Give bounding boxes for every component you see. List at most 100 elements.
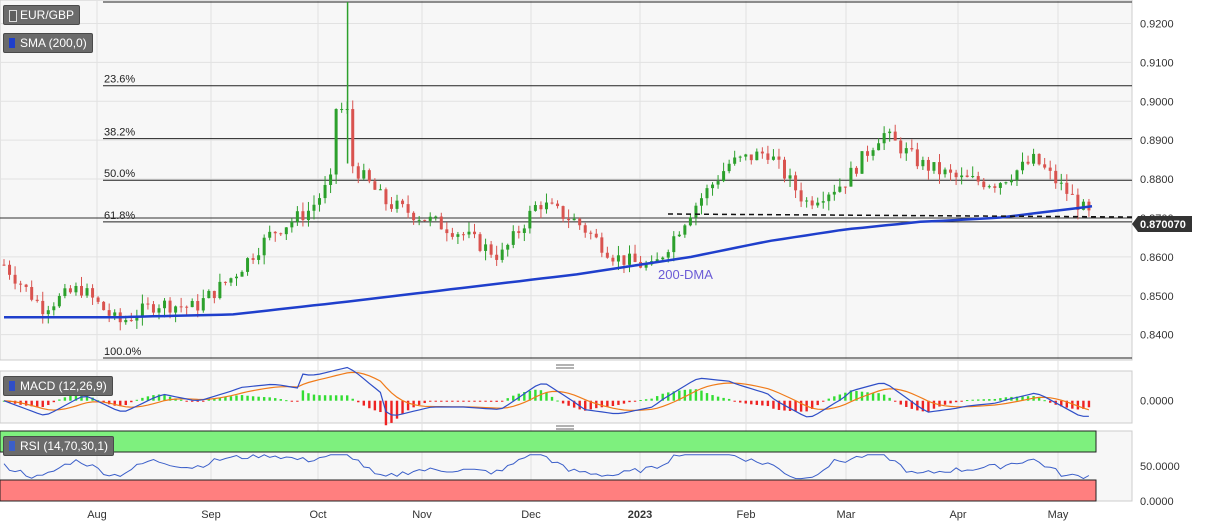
rsi-label[interactable]: RSI (14,70,30,1): [3, 436, 115, 456]
candle-body: [423, 219, 427, 221]
candle-body: [866, 151, 870, 156]
macd-histogram-bar: [456, 400, 460, 402]
macd-histogram-bar: [694, 389, 698, 401]
macd-histogram-bar: [85, 394, 89, 401]
candle-body: [760, 151, 764, 154]
macd-histogram-bar: [960, 400, 963, 402]
candle-body: [74, 285, 78, 293]
macd-histogram-bar: [971, 399, 974, 401]
macd-histogram-bar: [207, 399, 211, 401]
candle-body: [1032, 153, 1036, 164]
candle-body: [417, 219, 421, 221]
candle-body: [926, 159, 930, 171]
candle-body: [550, 202, 554, 204]
candle-body: [672, 236, 676, 253]
candle-body: [1009, 180, 1013, 183]
macd-histogram-bar: [905, 400, 908, 407]
macd-histogram-bar: [240, 395, 244, 401]
sma-200-line: [4, 205, 1093, 319]
candle-body: [163, 300, 167, 309]
macd-histogram-bar: [744, 400, 747, 404]
candle-body: [157, 308, 161, 313]
macd-histogram-bar: [766, 400, 770, 407]
candle-body: [821, 201, 825, 203]
panel-resize-handle[interactable]: [556, 425, 574, 430]
candle-body: [998, 183, 1002, 188]
candle-body: [882, 133, 886, 144]
sma-label[interactable]: SMA (200,0): [3, 33, 93, 53]
macd-histogram-bar: [47, 400, 50, 406]
candle-body: [196, 300, 200, 311]
candle-body: [406, 204, 410, 213]
macd-histogram-bar: [1037, 397, 1041, 401]
macd-histogram-bar: [423, 400, 426, 404]
candle-body: [511, 231, 515, 245]
candle-body: [849, 167, 853, 187]
macd-histogram-bar: [1004, 397, 1008, 401]
macd-histogram-bar: [340, 395, 343, 401]
candle-body: [633, 253, 637, 262]
y-tick-label: 0.8900: [1140, 135, 1174, 147]
macd-histogram-bar: [384, 400, 388, 426]
candle-body: [185, 306, 189, 308]
macd-histogram-bar: [833, 396, 836, 401]
macd-histogram-bar: [1048, 400, 1052, 403]
macd-histogram-bar: [550, 396, 554, 401]
macd-histogram-bar: [296, 400, 299, 402]
macd-histogram-bar: [943, 400, 947, 405]
candle-body: [971, 176, 975, 178]
symbol-text: EUR/GBP: [20, 8, 75, 22]
macd-histogram-bar: [761, 400, 764, 406]
y-tick-label: 0.8800: [1140, 174, 1174, 186]
macd-histogram-bar: [24, 400, 28, 406]
x-tick-label: Aug: [87, 509, 107, 521]
symbol-swatch: [9, 10, 17, 22]
x-tick-label: Dec: [521, 509, 541, 521]
macd-histogram-bar: [417, 400, 421, 405]
macd-histogram-bar: [589, 400, 592, 410]
macd-histogram-bar: [130, 400, 133, 403]
symbol-label[interactable]: EUR/GBP: [3, 5, 81, 25]
macd-histogram-bar: [938, 400, 941, 407]
macd-histogram-bar: [678, 390, 681, 401]
candle-body: [810, 200, 814, 206]
candle-body: [412, 212, 416, 221]
y-axis-ticks: 0.92000.91000.90000.89000.88000.87000.86…: [1140, 18, 1180, 508]
candle-body: [35, 299, 39, 301]
candle-body: [943, 169, 947, 175]
macd-histogram-bar: [584, 400, 587, 411]
candle-body: [85, 288, 89, 296]
macd-histogram-bar: [429, 400, 432, 402]
macd-histogram-bar: [849, 390, 853, 401]
macd-histogram-bar: [727, 398, 731, 401]
macd-histogram-bar: [124, 400, 127, 406]
candle-body: [378, 189, 382, 191]
candle-body: [290, 221, 294, 228]
candle-body: [910, 148, 914, 150]
macd-histogram-bar: [285, 400, 288, 402]
candle-body: [539, 205, 543, 210]
x-tick-label: Mar: [837, 509, 856, 521]
candle-body: [960, 175, 964, 178]
candle-body: [146, 303, 150, 305]
macd-histogram-bar: [705, 393, 709, 401]
candle-body: [2, 264, 6, 266]
candle-body: [661, 257, 665, 260]
macd-histogram-bar: [1043, 400, 1046, 402]
macd-histogram-bar: [528, 390, 532, 401]
candle-body: [1081, 201, 1085, 210]
macd-label[interactable]: MACD (12,26,9): [3, 376, 113, 396]
macd-histogram-bar: [595, 400, 598, 409]
candle-body: [323, 184, 327, 199]
macd-histogram-bar: [733, 400, 736, 402]
candle-body: [1076, 194, 1080, 210]
rsi-swatch: [9, 441, 15, 451]
macd-histogram-bar: [41, 400, 44, 408]
panel-resize-handle[interactable]: [556, 364, 574, 369]
macd-histogram-bar: [932, 400, 936, 409]
macd-histogram-bar: [1076, 400, 1080, 410]
macd-histogram-bar: [168, 396, 172, 401]
candle-body: [190, 300, 194, 308]
macd-histogram-bar: [63, 397, 67, 401]
